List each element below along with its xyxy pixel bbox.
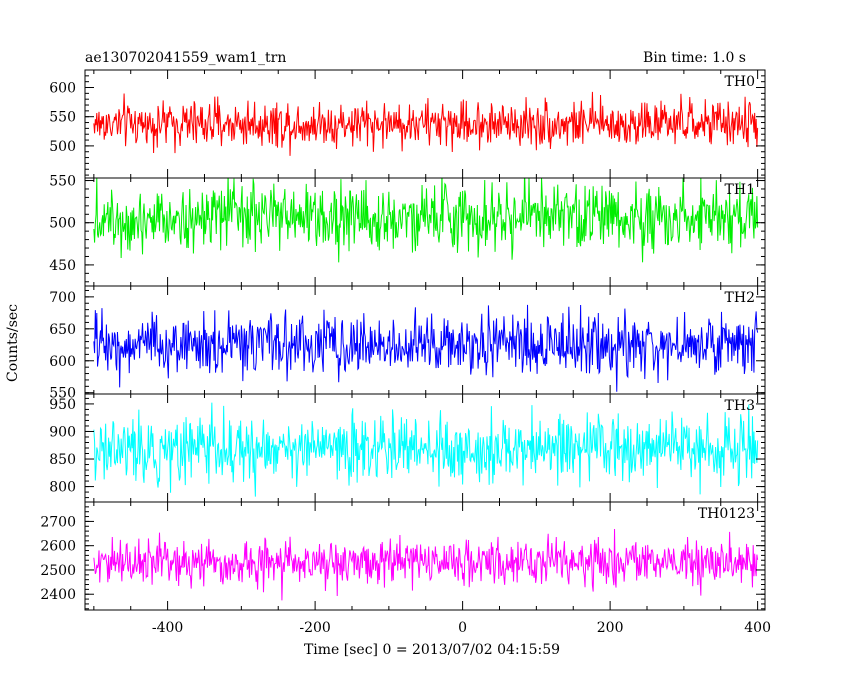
bin-time-label: Bin time: 1.0 s	[643, 50, 746, 66]
panel-th2: 550 600 650 700 TH2	[49, 285, 766, 402]
y-tick-label: 950	[49, 397, 76, 413]
y-tick-label: 2500	[40, 563, 76, 579]
series-th3-line	[93, 402, 759, 497]
x-axis-label: Time [sec] 0 = 2013/07/02 04:15:59	[304, 642, 560, 658]
x-tick-label: 400	[744, 620, 771, 636]
series-th0-line	[93, 91, 759, 156]
panel-th1: 450 500 550 TH1	[49, 174, 766, 287]
y-tick-label: 600	[49, 81, 76, 97]
y-tick-label: 550	[49, 386, 76, 402]
series-th1-line	[93, 178, 759, 263]
panel-th0123: 2400 2500 2600 2700 TH0123	[40, 501, 766, 611]
x-tick-label: 200	[597, 620, 624, 636]
series-th0123-line	[93, 529, 759, 601]
y-tick-label: 450	[49, 258, 76, 274]
y-tick-label: 550	[49, 110, 76, 126]
x-tick-label: 0	[458, 620, 467, 636]
y-tick-label: 600	[49, 354, 76, 370]
panel-frame	[84, 501, 766, 611]
y-tick-label: 2700	[40, 514, 76, 530]
panel-th0: 500 550 600 TH0	[49, 69, 766, 179]
panel-label-th0123: TH0123	[698, 506, 755, 522]
panels-group: 500 550 600 TH0 450 500 550 TH1 550 600 650 700 TH2 8…	[40, 69, 766, 611]
x-tick-label: -200	[299, 620, 330, 636]
y-tick-label: 2600	[40, 539, 76, 555]
y-tick-label: 850	[49, 452, 76, 468]
y-tick-label: 800	[49, 480, 76, 496]
series-th2-line	[93, 304, 759, 392]
panel-label-th1: TH1	[725, 182, 755, 198]
panel-label-th2: TH2	[725, 290, 755, 306]
y-tick-label: 500	[49, 139, 76, 155]
panel-th3: 800 850 900 950 TH3	[49, 393, 766, 503]
y-tick-label: 500	[49, 216, 76, 232]
y-tick-label: 900	[49, 424, 76, 440]
y-tick-label: 650	[49, 322, 76, 338]
y-tick-label: 550	[49, 174, 76, 190]
y-axis-label: Counts/sec	[5, 304, 21, 382]
x-axis: -400 -200 0 200 400	[152, 620, 771, 636]
panel-label-th0: TH0	[725, 74, 755, 90]
x-tick-label: -400	[152, 620, 183, 636]
panel-label-th3: TH3	[725, 398, 755, 414]
y-tick-label: 700	[49, 290, 76, 306]
y-tick-label: 2400	[40, 587, 76, 603]
source-title: ae130702041559_wam1_trn	[85, 50, 286, 66]
